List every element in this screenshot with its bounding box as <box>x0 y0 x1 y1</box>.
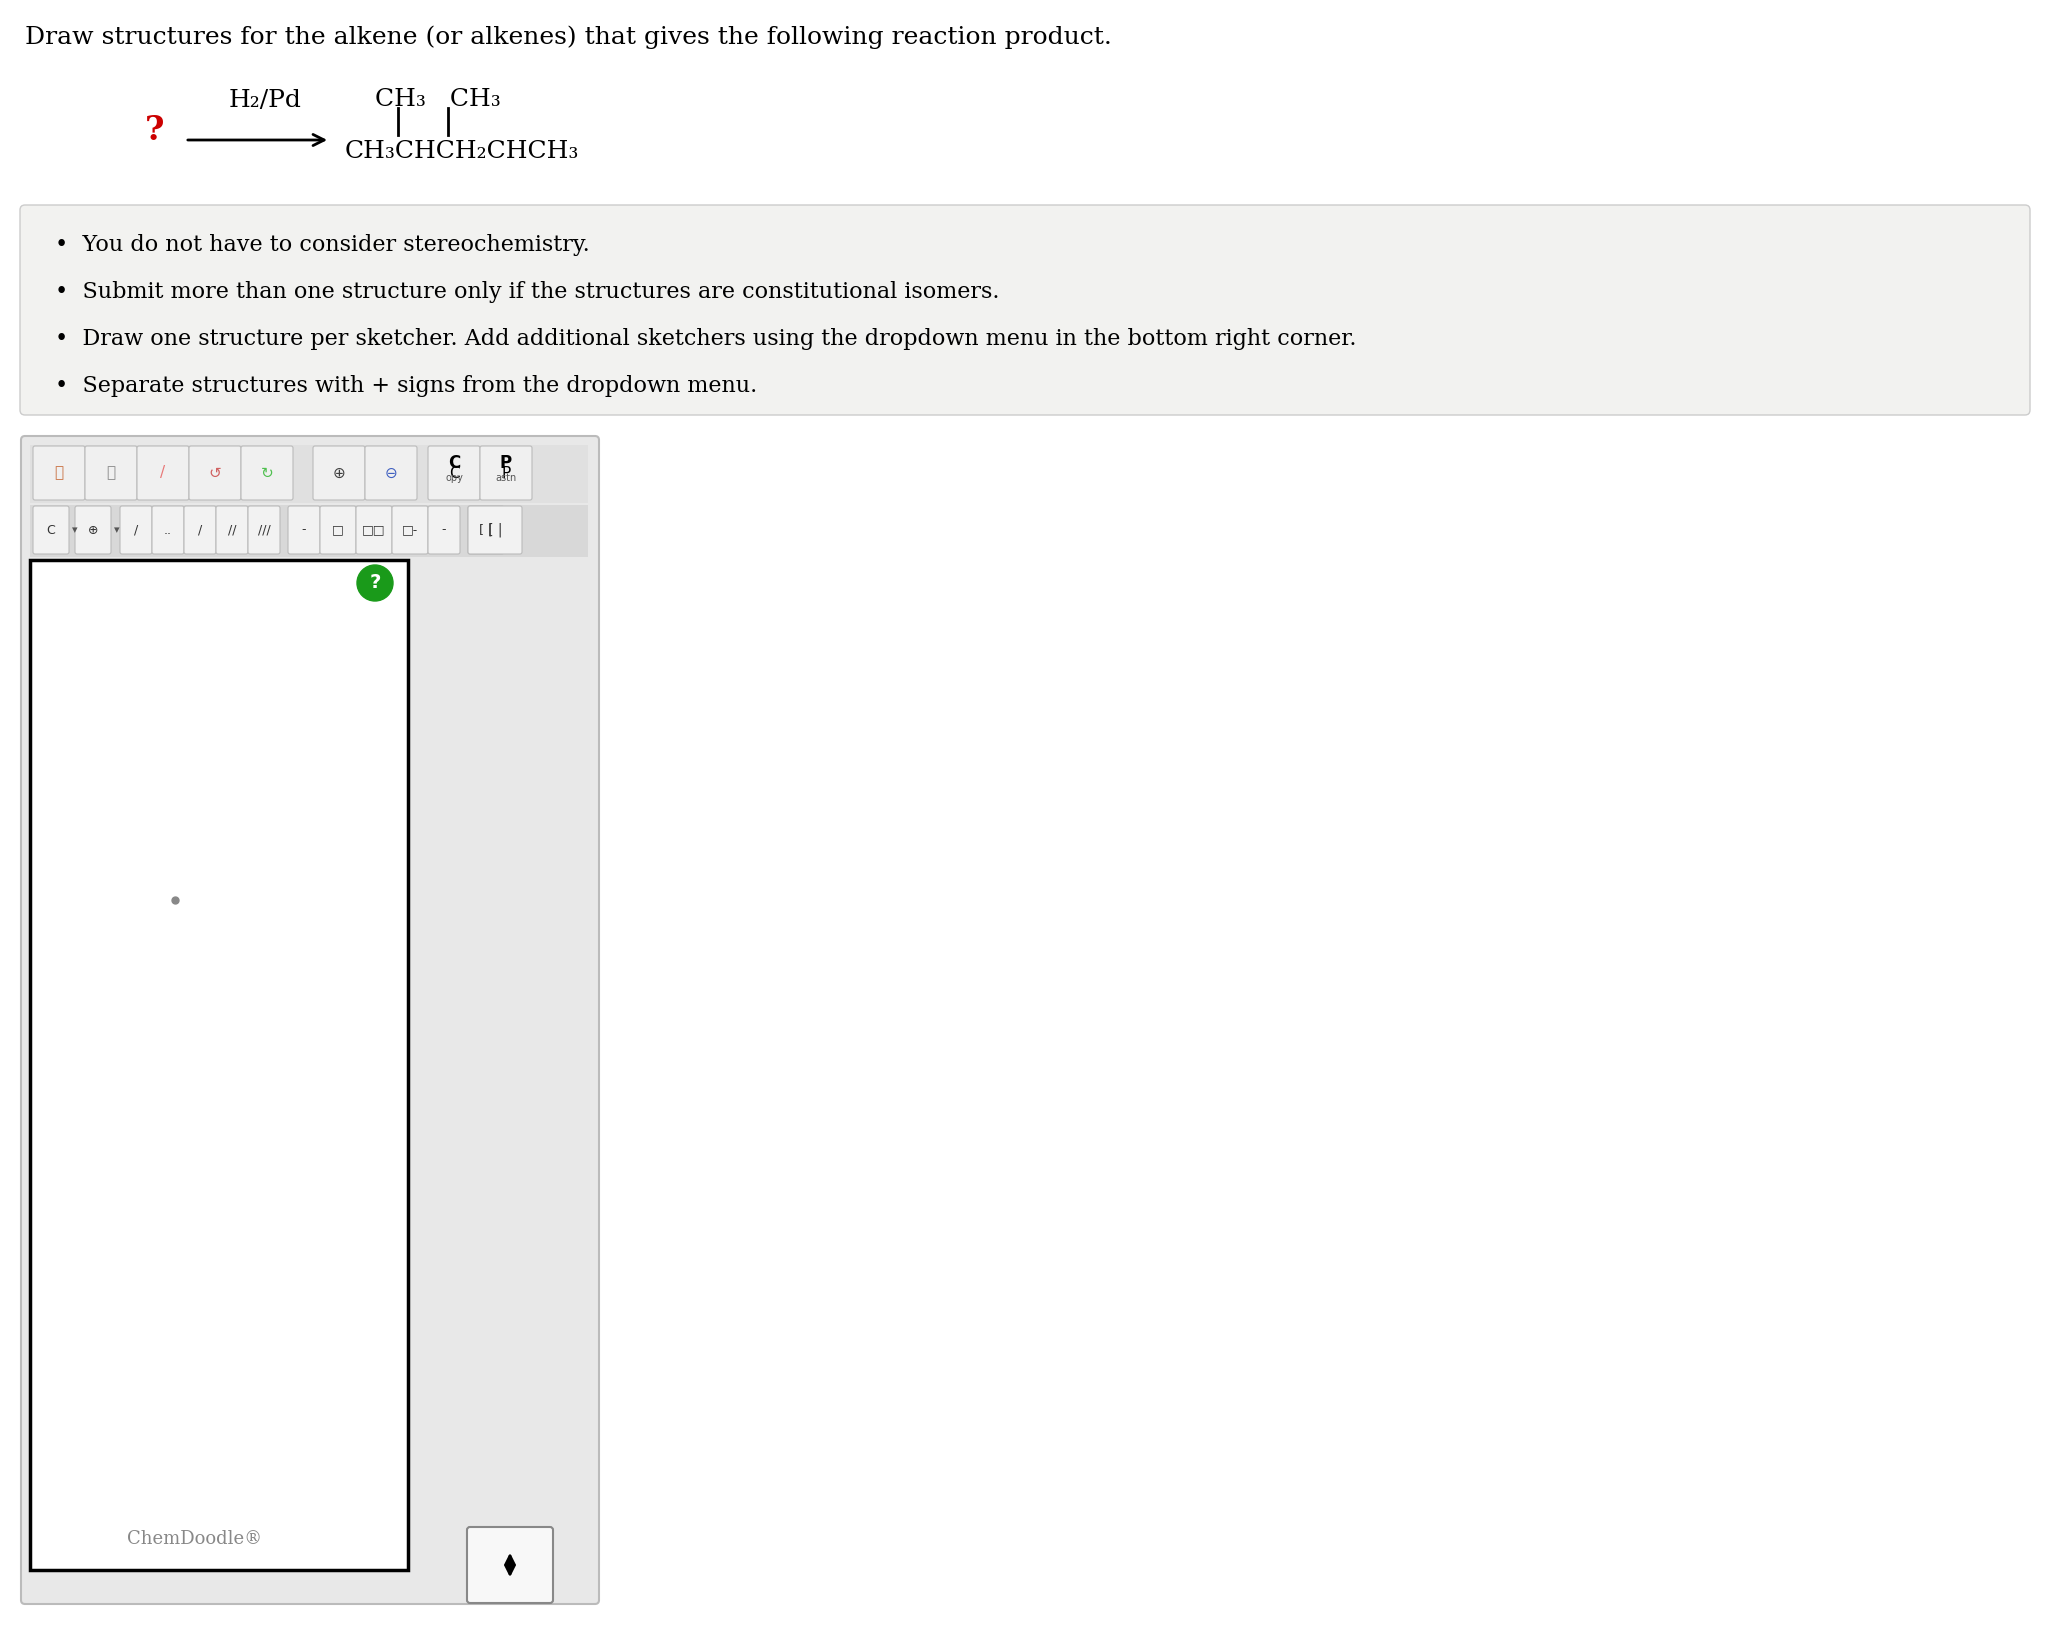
FancyBboxPatch shape <box>217 505 248 554</box>
FancyBboxPatch shape <box>76 505 110 554</box>
FancyBboxPatch shape <box>188 447 241 500</box>
Bar <box>31 505 587 557</box>
Text: ▾: ▾ <box>115 525 121 535</box>
Text: /: / <box>198 523 203 536</box>
FancyBboxPatch shape <box>121 505 151 554</box>
Circle shape <box>356 566 393 601</box>
FancyBboxPatch shape <box>313 447 364 500</box>
Text: ⊖: ⊖ <box>385 466 397 481</box>
Text: [ |: [ | <box>487 523 501 538</box>
Text: H₂/Pd: H₂/Pd <box>229 90 301 112</box>
Text: ⊕: ⊕ <box>88 523 98 536</box>
FancyBboxPatch shape <box>184 505 217 554</box>
FancyBboxPatch shape <box>137 447 188 500</box>
FancyBboxPatch shape <box>428 505 460 554</box>
Text: ChemDoodle®: ChemDoodle® <box>127 1531 262 1548</box>
Text: opy: opy <box>446 473 462 482</box>
Text: ?: ? <box>370 574 381 592</box>
Text: CH₃CHCH₂CHCH₃: CH₃CHCH₂CHCH₃ <box>346 140 579 163</box>
FancyBboxPatch shape <box>20 435 599 1604</box>
Text: ⊕: ⊕ <box>333 466 346 481</box>
Text: /: / <box>160 466 166 481</box>
Text: •  You do not have to consider stereochemistry.: • You do not have to consider stereochem… <box>55 235 589 256</box>
Bar <box>31 561 407 1570</box>
Text: ↺: ↺ <box>209 466 221 481</box>
Text: ?: ? <box>145 114 166 147</box>
Text: □-: □- <box>401 523 417 536</box>
FancyBboxPatch shape <box>469 505 503 554</box>
Text: C: C <box>448 466 458 481</box>
Text: •  Submit more than one structure only if the structures are constitutional isom: • Submit more than one structure only if… <box>55 280 1000 303</box>
Text: //: // <box>227 523 235 536</box>
FancyBboxPatch shape <box>469 505 522 554</box>
FancyBboxPatch shape <box>319 505 356 554</box>
Bar <box>31 445 587 504</box>
Text: Draw structures for the alkene (or alkenes) that gives the following reaction pr: Draw structures for the alkene (or alken… <box>25 24 1111 49</box>
Text: •  Separate structures with + signs from the dropdown menu.: • Separate structures with + signs from … <box>55 375 757 398</box>
FancyBboxPatch shape <box>356 505 393 554</box>
FancyBboxPatch shape <box>288 505 319 554</box>
FancyBboxPatch shape <box>33 447 86 500</box>
Text: ↻: ↻ <box>260 466 274 481</box>
Text: C: C <box>448 455 460 473</box>
Text: /: / <box>133 523 139 536</box>
FancyBboxPatch shape <box>86 447 137 500</box>
Text: [ |: [ | <box>479 523 493 536</box>
Text: CH₃   CH₃: CH₃ CH₃ <box>374 88 501 111</box>
Text: ///: /// <box>258 523 270 536</box>
FancyBboxPatch shape <box>151 505 184 554</box>
Text: ✋: ✋ <box>55 466 63 481</box>
Text: -: - <box>301 523 307 536</box>
FancyBboxPatch shape <box>466 1527 552 1602</box>
Text: astn: astn <box>495 473 518 482</box>
Text: □: □ <box>331 523 344 536</box>
Text: P: P <box>501 466 512 481</box>
FancyBboxPatch shape <box>428 447 481 500</box>
FancyBboxPatch shape <box>393 505 428 554</box>
Text: 💆: 💆 <box>106 466 115 481</box>
Text: -: - <box>442 523 446 536</box>
Text: P: P <box>499 455 512 473</box>
FancyBboxPatch shape <box>481 447 532 500</box>
FancyBboxPatch shape <box>248 505 280 554</box>
Text: ..: .. <box>164 523 172 536</box>
FancyBboxPatch shape <box>20 205 2030 416</box>
FancyBboxPatch shape <box>364 447 417 500</box>
Text: ▾: ▾ <box>72 525 78 535</box>
FancyBboxPatch shape <box>33 505 70 554</box>
Text: •  Draw one structure per sketcher. Add additional sketchers using the dropdown : • Draw one structure per sketcher. Add a… <box>55 328 1356 350</box>
Text: □□: □□ <box>362 523 387 536</box>
FancyBboxPatch shape <box>241 447 293 500</box>
Text: C: C <box>47 523 55 536</box>
